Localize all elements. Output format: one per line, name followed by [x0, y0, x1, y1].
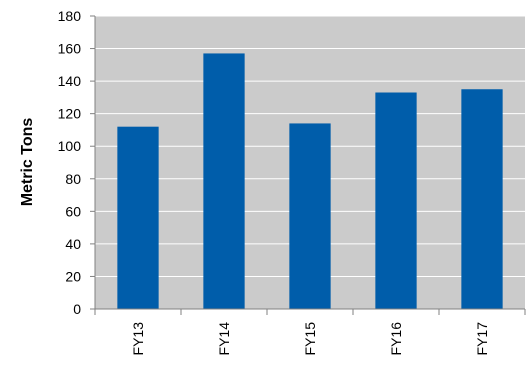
y-tick-label: 20	[65, 268, 81, 284]
y-tick-label: 60	[65, 203, 81, 219]
x-tick-label: FY14	[216, 322, 232, 356]
y-axis-ticks: 0 20 40 60 80 100 120 140 160 180	[58, 8, 95, 317]
x-tick-label: FY13	[130, 322, 146, 356]
y-tick-label: 160	[58, 41, 82, 57]
x-tick-label: FY15	[302, 322, 318, 356]
x-tick-label: FY16	[388, 322, 404, 356]
y-tick-label: 140	[58, 73, 82, 89]
y-tick-label: 0	[73, 301, 81, 317]
bar-fy15	[289, 123, 331, 309]
x-axis-ticks: FY13 FY14 FY15 FY16 FY17	[94, 309, 526, 356]
x-tick-label: FY17	[474, 322, 490, 356]
y-tick-label: 120	[58, 106, 82, 122]
y-tick-label: 80	[65, 171, 81, 187]
bar-fy17	[461, 89, 503, 309]
y-tick-label: 180	[58, 8, 82, 24]
y-axis-title: Metric Tons	[19, 118, 36, 207]
bar-fy14	[203, 53, 245, 309]
y-tick-label: 40	[65, 236, 81, 252]
bar-fy13	[117, 126, 159, 309]
bar-fy16	[375, 92, 417, 309]
bars	[117, 53, 503, 309]
y-tick-label: 100	[58, 138, 82, 154]
